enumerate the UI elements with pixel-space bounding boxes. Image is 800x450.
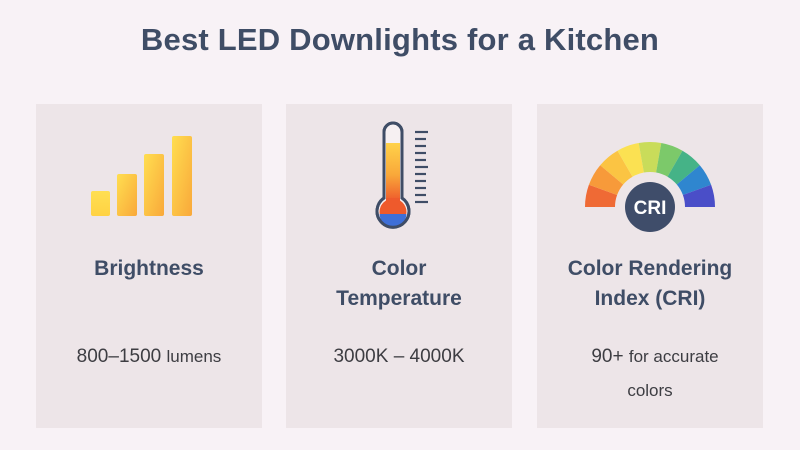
brightness-unit: lumens [166,347,222,366]
color-temperature-value: 3000K – 4000K [333,346,465,367]
thermometer-icon [286,104,512,234]
cri-number: 90+ [591,346,624,367]
heading-line-1: Color [371,257,427,280]
card-cri: CRI Color Rendering Index (CRI) 90+ for … [537,104,763,428]
brightness-bars-icon [36,104,262,234]
card-heading: Color Rendering Index (CRI) [537,254,763,314]
heading-line-1: Color Rendering [567,257,733,280]
heading-line-2: Temperature [336,287,462,310]
card-heading: Color Temperature [286,254,512,314]
card-value: 800–1500 lumens [36,340,262,374]
heading-line-2: Index (CRI) [594,287,706,310]
cri-gauge-icon: CRI [537,104,763,234]
page-title: Best LED Downlights for a Kitchen [140,22,660,57]
brightness-value: 800–1500 [76,346,162,367]
card-color-temperature: Color Temperature 3000K – 4000K [286,104,512,428]
card-brightness: Brightness 800–1500 lumens [36,104,262,428]
cri-unit-line2: colors [627,381,673,400]
card-heading: Brightness [94,257,204,280]
cri-value: 90+ for accurate colors [537,340,763,408]
cri-unit-line1: for accurate [628,347,719,366]
cri-gauge-label: CRI [634,198,667,219]
